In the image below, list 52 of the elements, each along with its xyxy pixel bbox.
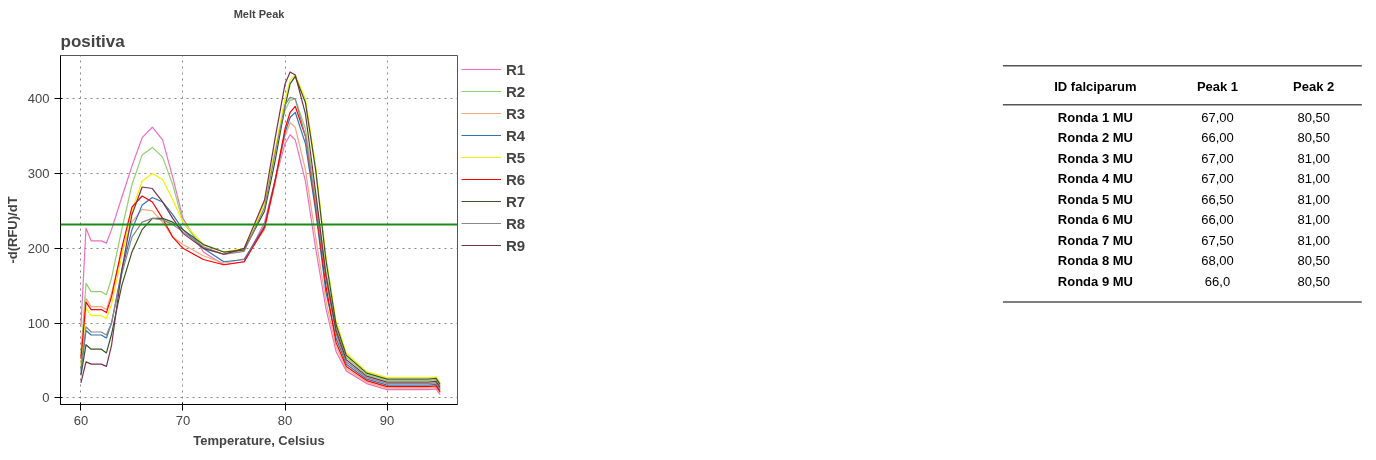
- legend-label: R9: [506, 235, 526, 255]
- category-label: Ronda 7 MU: [1057, 232, 1133, 248]
- y-tick-label: 300: [27, 166, 50, 182]
- x-tick-label: 60: [73, 412, 89, 428]
- x-axis-title: Temperature, Celsius: [193, 432, 325, 448]
- x-tick-label: 70: [175, 412, 191, 428]
- data-label: 68,00: [1201, 253, 1234, 269]
- data-label: 66,50: [1201, 191, 1234, 207]
- y-tick-label: 200: [27, 240, 50, 256]
- category-label: Ronda 2 MU: [1057, 130, 1133, 146]
- category-label: Ronda 4 MU: [1057, 171, 1133, 187]
- y-tick-label: 0: [42, 390, 50, 406]
- data-label: 80,50: [1297, 109, 1330, 125]
- data-label: 66,00: [1201, 130, 1234, 146]
- legend-label: R1: [506, 59, 526, 79]
- legend-label: R2: [506, 81, 526, 101]
- category-label: Ronda 5 MU: [1057, 191, 1133, 207]
- y-tick-label: 400: [27, 91, 50, 107]
- legend-label: R7: [506, 191, 526, 211]
- category-label: Ronda 6 MU: [1057, 212, 1133, 228]
- data-label: 80,50: [1297, 274, 1330, 289]
- legend-label: R4: [506, 125, 526, 145]
- text: Peak 2: [1293, 78, 1335, 94]
- category-label: Ronda 8 MU: [1057, 253, 1133, 269]
- y-tick-label: 100: [27, 315, 50, 331]
- legend-label: R5: [506, 147, 526, 167]
- data-label: 66,00: [1201, 212, 1234, 228]
- y-axis-title: -d(RFU)/dT: [4, 196, 20, 264]
- legend-label: R8: [506, 213, 526, 233]
- category-label: Ronda 3 MU: [1057, 150, 1133, 166]
- data-label: 81,00: [1297, 171, 1330, 187]
- data-label: 81,00: [1297, 191, 1330, 207]
- category-label: Ronda 9 MU: [1057, 274, 1133, 289]
- data-label: 81,00: [1297, 150, 1330, 166]
- data-label: 81,00: [1297, 232, 1330, 248]
- text: ID falciparum: [1054, 78, 1137, 94]
- text: Peak 1: [1196, 78, 1239, 94]
- x-tick-label: 80: [277, 412, 293, 428]
- legend-label: R3: [506, 103, 526, 123]
- data-label: 67,00: [1201, 109, 1234, 125]
- legend-label: R6: [506, 169, 526, 189]
- text: positiva: [60, 31, 126, 51]
- data-label: 66,0: [1204, 274, 1231, 289]
- category-label: Ronda 1 MU: [1057, 109, 1133, 125]
- data-label: 81,00: [1297, 212, 1330, 228]
- x-tick-label: 90: [379, 412, 395, 428]
- data-label: 80,50: [1297, 130, 1330, 146]
- data-label: 67,00: [1201, 171, 1234, 187]
- data-label: 67,50: [1201, 232, 1234, 248]
- data-label: 80,50: [1297, 253, 1330, 269]
- data-label: 67,00: [1201, 150, 1234, 166]
- chart-title: Melt Peak: [233, 7, 286, 20]
